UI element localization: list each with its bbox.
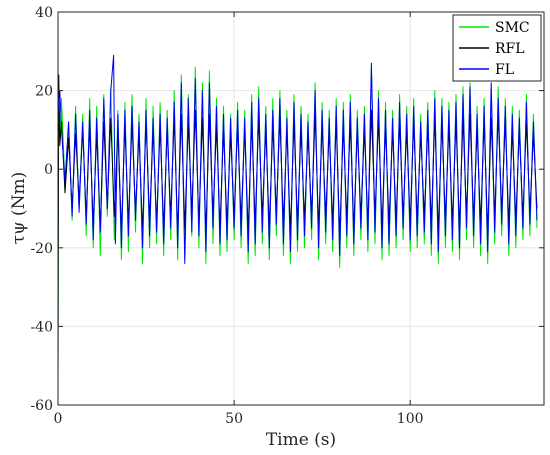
legend-label-rfl: RFL bbox=[495, 41, 525, 57]
series-line-fl bbox=[57, 54, 538, 264]
series-layer bbox=[57, 54, 538, 386]
series-line-smc bbox=[57, 66, 538, 386]
y-tick-label: 20 bbox=[35, 84, 53, 100]
y-tick-label: -40 bbox=[30, 319, 53, 335]
plot-frame bbox=[57, 11, 545, 406]
x-tick-label: 0 bbox=[54, 411, 63, 427]
y-tick-label: 40 bbox=[35, 5, 53, 21]
legend: SMC RFL FL bbox=[452, 14, 542, 82]
ticks bbox=[57, 11, 544, 406]
tick-labels: 0 50 100 40 20 0 -20 -40 -60 bbox=[30, 5, 423, 427]
x-tick-label: 50 bbox=[225, 411, 243, 427]
legend-label-fl: FL bbox=[495, 62, 514, 78]
x-axis-label: Time (s) bbox=[266, 430, 336, 450]
y-tick-label: -20 bbox=[30, 241, 53, 257]
y-axis-label: τψ (Nm) bbox=[9, 172, 29, 244]
y-tick-label: -60 bbox=[30, 398, 53, 414]
x-tick-label: 100 bbox=[397, 411, 424, 427]
y-tick-label: 0 bbox=[44, 162, 53, 178]
legend-label-smc: SMC bbox=[495, 20, 530, 36]
